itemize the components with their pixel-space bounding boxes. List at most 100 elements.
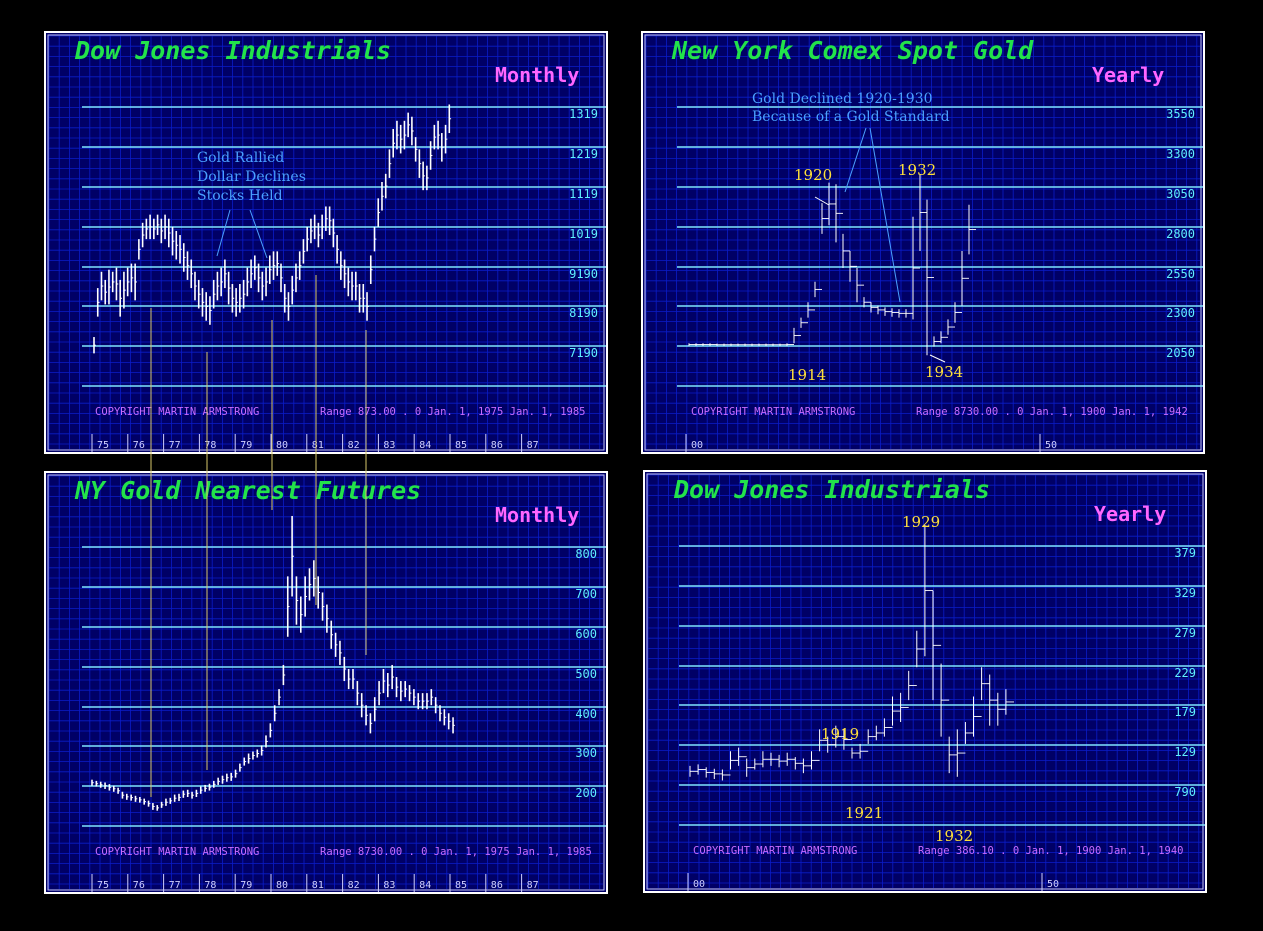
x-tick-label: 50 <box>1045 440 1057 451</box>
x-axis-labels: 00 50 <box>687 873 1059 891</box>
annotation-1919: 1919 <box>821 725 859 743</box>
y-tick-label: 179 <box>1174 705 1196 719</box>
panel-dow-monthly: Dow Jones Industrials Monthly 1319 1219 11… <box>44 31 608 454</box>
y-tick-label: 600 <box>575 627 597 641</box>
x-tick-label: 76 <box>133 880 145 891</box>
x-tick-label: 84 <box>419 880 431 891</box>
y-tick-label: 3300 <box>1166 147 1195 161</box>
range-label: Range 386.10 . 0 Jan. 1, 1900 Jan. 1, 19… <box>918 845 1184 857</box>
panel-gold-futures-monthly: NY Gold Nearest Futures Monthly 800 700 60… <box>44 471 608 894</box>
y-tick-label: 2550 <box>1166 267 1195 281</box>
y-tick-label: 1019 <box>569 227 598 241</box>
chart-title: New York Comex Spot Gold <box>671 36 1034 65</box>
annotation-pointer <box>869 127 901 303</box>
x-tick-label: 75 <box>97 880 109 891</box>
x-axis-labels: 75 76 77 78 79 80 81 82 83 84 85 86 87 <box>91 434 539 452</box>
y-tick-label: 1219 <box>569 147 598 161</box>
chart-period: Monthly <box>495 63 579 87</box>
annotation-dollar-declines: Dollar Declines <box>197 169 306 185</box>
y-tick-label: 400 <box>575 707 597 721</box>
x-tick-label: 00 <box>693 879 705 890</box>
copyright-label: COPYRIGHT MARTIN ARMSTRONG <box>691 406 855 418</box>
x-tick-label: 78 <box>204 440 216 451</box>
y-tick-label: 1119 <box>569 187 598 201</box>
y-tick-label: 3050 <box>1166 187 1195 201</box>
chart-period: Yearly <box>1094 502 1166 526</box>
x-tick-label: 82 <box>348 880 360 891</box>
chart-grid <box>48 35 603 449</box>
annotation-1929: 1929 <box>902 513 940 531</box>
annotation-1914: 1914 <box>788 366 826 384</box>
price-bars <box>93 104 452 354</box>
y-tick-label: 8190 <box>569 306 598 320</box>
panel-dow-yearly: Dow Jones Industrials Yearly 379 329 279 22… <box>643 470 1207 893</box>
y-tick-label: 379 <box>1174 546 1196 560</box>
annotation-pointer <box>216 209 231 257</box>
y-tick-label: 2300 <box>1166 306 1195 320</box>
x-tick-label: 50 <box>1047 879 1059 890</box>
panel-gold-yearly: New York Comex Spot Gold Yearly 3550 3300… <box>641 31 1205 454</box>
chart-title: Dow Jones Industrials <box>74 36 391 65</box>
annotation-1920: 1920 <box>794 166 832 184</box>
range-label: Range 873.00 . 0 Jan. 1, 1975 Jan. 1, 19… <box>320 406 586 418</box>
y-tick-label: 800 <box>575 547 597 561</box>
x-tick-label: 84 <box>419 440 431 451</box>
x-tick-label: 85 <box>455 880 467 891</box>
annotation-1921: 1921 <box>845 804 883 822</box>
x-tick-label: 77 <box>169 440 181 451</box>
x-tick-label: 78 <box>204 880 216 891</box>
annotation-pointer <box>249 209 268 259</box>
y-tick-label: 2050 <box>1166 346 1195 360</box>
x-axis-labels: 00 50 <box>685 434 1057 452</box>
x-tick-label: 87 <box>527 440 539 451</box>
chart-grid <box>645 35 1200 449</box>
y-tick-label: 229 <box>1174 666 1196 680</box>
annotation-gold-standard: Because of a Gold Standard <box>752 109 950 125</box>
x-tick-label: 81 <box>312 880 324 891</box>
x-tick-label: 85 <box>455 440 467 451</box>
x-tick-label: 79 <box>240 880 252 891</box>
y-tick-labels: 1319 1219 1119 1019 9190 8190 7190 <box>569 107 598 360</box>
copyright-label: COPYRIGHT MARTIN ARMSTRONG <box>693 845 857 857</box>
annotation-1934: 1934 <box>925 363 963 381</box>
x-tick-label: 83 <box>383 440 395 451</box>
y-tick-label: 9190 <box>569 267 598 281</box>
connector-lines <box>150 275 367 797</box>
y-tick-label: 1319 <box>569 107 598 121</box>
x-tick-label: 77 <box>169 880 181 891</box>
chart-title: Dow Jones Industrials <box>673 475 990 504</box>
x-tick-label: 87 <box>527 880 539 891</box>
range-label: Range 8730.00 . 0 Jan. 1, 1900 Jan. 1, 1… <box>916 406 1188 418</box>
range-label: Range 8730.00 . 0 Jan. 1, 1975 Jan. 1, 1… <box>320 846 592 858</box>
x-axis-labels: 75 76 77 78 79 80 81 82 83 84 85 86 87 <box>91 874 539 892</box>
copyright-label: COPYRIGHT MARTIN ARMSTRONG <box>95 406 259 418</box>
copyright-label: COPYRIGHT MARTIN ARMSTRONG <box>95 846 259 858</box>
y-tick-label: 2800 <box>1166 227 1195 241</box>
annotation-pointer <box>814 196 830 206</box>
y-tick-labels: 3550 3300 3050 2800 2550 2300 2050 <box>1166 107 1195 360</box>
y-tick-label: 7190 <box>569 346 598 360</box>
y-tick-label: 329 <box>1174 586 1196 600</box>
x-tick-label: 83 <box>383 880 395 891</box>
y-tick-labels: 379 329 279 229 179 129 790 <box>1174 546 1196 799</box>
x-tick-label: 86 <box>491 440 503 451</box>
y-tick-label: 700 <box>575 587 597 601</box>
x-tick-label: 00 <box>691 440 703 451</box>
price-bars <box>91 515 455 811</box>
y-tick-label: 200 <box>575 786 597 800</box>
x-tick-label: 82 <box>348 440 360 451</box>
y-tick-labels: 800 700 600 500 400 300 200 <box>575 547 597 800</box>
x-tick-label: 81 <box>312 440 324 451</box>
x-tick-label: 80 <box>276 440 288 451</box>
annotation-gold-rallied: Gold Rallied <box>197 150 284 166</box>
level-lines <box>677 106 1203 387</box>
x-tick-label: 76 <box>133 440 145 451</box>
price-bars <box>689 524 1014 781</box>
level-lines <box>679 545 1205 826</box>
y-tick-label: 300 <box>575 746 597 760</box>
x-tick-label: 79 <box>240 440 252 451</box>
y-tick-label: 790 <box>1174 785 1196 799</box>
x-tick-label: 75 <box>97 440 109 451</box>
x-tick-label: 80 <box>276 880 288 891</box>
